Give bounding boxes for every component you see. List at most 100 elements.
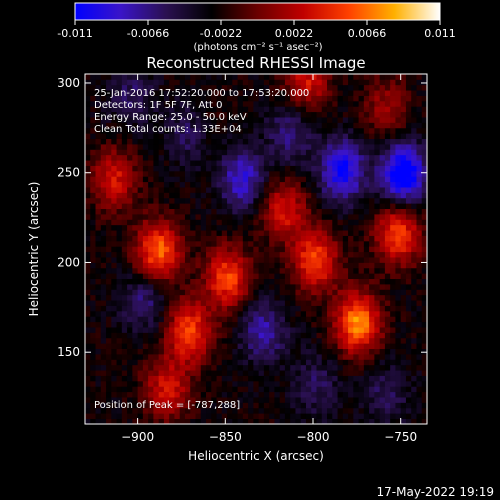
heatmap-cell xyxy=(200,117,207,123)
heatmap-cell xyxy=(195,418,202,424)
heatmap-cell xyxy=(421,397,427,403)
heatmap-cell xyxy=(179,214,186,220)
heatmap-cell xyxy=(158,305,165,312)
heatmap-cell xyxy=(227,95,233,102)
heatmap-cell xyxy=(332,111,338,118)
heatmap-cell xyxy=(85,300,91,306)
heatmap-cell xyxy=(221,294,228,301)
heatmap-cell xyxy=(395,305,402,312)
heatmap-cell xyxy=(190,305,196,312)
heatmap-cell xyxy=(111,300,117,306)
heatmap-cell xyxy=(153,160,160,166)
heatmap-cell xyxy=(95,138,102,145)
heatmap-cell xyxy=(311,240,317,247)
heatmap-cell xyxy=(363,380,370,387)
heatmap-cell xyxy=(416,316,423,323)
heatmap-cell xyxy=(305,386,312,393)
heatmap-cell xyxy=(290,284,296,290)
heatmap-cell xyxy=(416,74,423,80)
heatmap-cell xyxy=(411,181,417,188)
heatmap-cell xyxy=(274,348,281,355)
heatmap-cell xyxy=(163,230,170,236)
heatmap-cell xyxy=(148,332,154,339)
heatmap-cell xyxy=(174,79,181,86)
heatmap-cell xyxy=(279,84,286,91)
heatmap-cell xyxy=(258,95,265,102)
heatmap-cell xyxy=(116,359,123,366)
heatmap-cell xyxy=(258,160,265,166)
heatmap-cell xyxy=(411,354,417,360)
heatmap-cell xyxy=(316,224,323,231)
heatmap-cell xyxy=(337,375,344,382)
colorbar-tick-label: -0.0066 xyxy=(127,27,169,40)
heatmap-cell xyxy=(332,343,338,350)
heatmap-cell xyxy=(327,138,333,145)
heatmap-cell xyxy=(374,294,381,301)
heatmap-cell xyxy=(305,176,312,183)
heatmap-cell xyxy=(253,310,260,317)
heatmap-cell xyxy=(169,397,175,403)
heatmap-cell xyxy=(111,343,117,350)
heatmap-cell xyxy=(100,300,107,306)
heatmap-cell xyxy=(353,197,359,204)
heatmap-cell xyxy=(395,300,402,306)
heatmap-cell xyxy=(153,100,160,107)
heatmap-cell xyxy=(358,154,365,161)
heatmap-cell xyxy=(100,74,107,80)
heatmap-cell xyxy=(390,370,396,376)
heatmap-cell xyxy=(332,170,338,177)
heatmap-cell xyxy=(316,203,323,210)
heatmap-cell xyxy=(395,257,402,263)
heatmap-cell xyxy=(327,391,333,398)
heatmap-cell xyxy=(269,197,275,204)
heatmap-cell xyxy=(95,144,102,150)
heatmap-cell xyxy=(411,321,417,328)
heatmap-cell xyxy=(395,219,402,226)
heatmap-cell xyxy=(290,84,296,91)
heatmap-cell xyxy=(242,138,249,145)
heatmap-cell xyxy=(242,267,249,274)
heatmap-cell xyxy=(200,122,207,129)
heatmap-cell xyxy=(400,316,407,323)
heatmap-cell xyxy=(369,300,375,306)
heatmap-cell xyxy=(106,294,112,301)
heatmap-cell xyxy=(405,310,412,317)
heatmap-cell xyxy=(327,370,333,376)
heatmap-cell xyxy=(305,310,312,317)
heatmap-cell xyxy=(321,127,328,134)
heatmap-cell xyxy=(206,354,212,360)
heatmap-cell xyxy=(237,100,244,107)
heatmap-cell xyxy=(195,240,202,247)
heatmap-cell xyxy=(95,278,102,285)
heatmap-cell xyxy=(321,154,328,161)
heatmap-cell xyxy=(221,289,228,296)
heatmap-cell xyxy=(316,380,323,387)
heatmap-cell xyxy=(158,278,165,285)
heatmap-cell xyxy=(216,402,223,409)
heatmap-cell xyxy=(90,235,96,242)
heatmap-cell xyxy=(237,246,244,253)
heatmap-cell xyxy=(137,176,144,183)
heatmap-cell xyxy=(416,192,423,199)
heatmap-cell xyxy=(332,364,338,371)
heatmap-cell xyxy=(390,214,396,220)
heatmap-cell xyxy=(363,364,370,371)
heatmap-cell xyxy=(295,127,302,134)
heatmap-cell xyxy=(342,106,349,113)
heatmap-cell xyxy=(169,257,175,263)
heatmap-cell xyxy=(284,79,291,86)
colorbar-tick-label: -0.011 xyxy=(57,27,92,40)
heatmap-cell xyxy=(153,144,160,150)
heatmap-cell xyxy=(263,397,270,403)
heatmap-cell xyxy=(179,95,186,102)
heatmap-cell xyxy=(232,106,238,113)
heatmap-cell xyxy=(106,240,112,247)
heatmap-cell xyxy=(258,380,265,387)
heatmap-cell xyxy=(111,273,117,280)
heatmap-cell xyxy=(100,224,107,231)
heatmap-cell xyxy=(221,74,228,80)
heatmap-cell xyxy=(127,95,133,102)
heatmap-cell xyxy=(137,154,144,161)
heatmap-cell xyxy=(421,187,427,193)
heatmap-cell xyxy=(132,327,139,333)
